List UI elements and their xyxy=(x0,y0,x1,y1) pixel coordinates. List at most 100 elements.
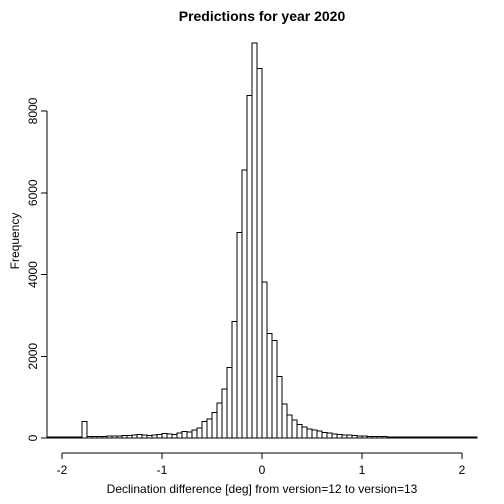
histogram-bar xyxy=(401,436,408,439)
histogram-bar xyxy=(131,434,138,439)
histogram-bar xyxy=(221,388,228,439)
histogram-bar xyxy=(331,433,338,439)
histogram-bar xyxy=(396,436,403,439)
histogram-bar xyxy=(391,436,398,439)
histogram-bar xyxy=(421,436,428,439)
histogram-bar xyxy=(351,435,358,439)
histogram-bars xyxy=(46,42,478,439)
histogram-bar xyxy=(361,435,368,439)
histogram-bar xyxy=(121,435,128,439)
histogram-bar xyxy=(251,42,258,439)
histogram-bar xyxy=(366,435,373,439)
histogram-bar xyxy=(161,433,168,439)
histogram-bar xyxy=(441,436,448,439)
x-tick-label: -2 xyxy=(57,463,68,477)
histogram-bar xyxy=(141,434,148,439)
histogram-bar xyxy=(296,424,303,439)
histogram-bar xyxy=(236,231,243,439)
chart-title: Predictions for year 2020 xyxy=(179,8,346,24)
histogram-bar xyxy=(196,427,203,439)
histogram-bar xyxy=(116,435,123,439)
histogram-bar xyxy=(466,436,473,439)
histogram-bar xyxy=(346,434,353,439)
histogram-bar xyxy=(211,412,218,439)
histogram-bar xyxy=(101,435,108,439)
histogram-bar xyxy=(451,436,458,439)
histogram-bar xyxy=(216,402,223,439)
histogram-bar xyxy=(371,435,378,439)
histogram-bar xyxy=(456,436,463,439)
histogram-bar xyxy=(471,436,478,439)
histogram-bar xyxy=(206,418,213,439)
histogram-bar xyxy=(76,436,83,439)
histogram-bar xyxy=(156,434,163,439)
histogram-bar xyxy=(81,421,88,439)
histogram-bar xyxy=(151,434,158,439)
histogram-bar xyxy=(461,436,468,439)
histogram-bar xyxy=(326,432,333,439)
histogram-bar xyxy=(256,67,263,439)
histogram-bar xyxy=(191,429,198,439)
histogram-bar xyxy=(56,436,63,439)
y-tick-label: 8000 xyxy=(26,97,40,124)
histogram-bar xyxy=(261,281,268,439)
histogram-bar xyxy=(301,426,308,439)
y-axis-label: Frequency xyxy=(8,213,22,270)
histogram-bar xyxy=(286,414,293,439)
histogram-bar xyxy=(51,436,58,439)
histogram-bar xyxy=(186,431,193,439)
histogram-bar xyxy=(226,367,233,439)
histogram-bar xyxy=(446,436,453,439)
histogram-bar xyxy=(176,432,183,439)
histogram-bar xyxy=(336,434,343,439)
histogram-bar xyxy=(411,436,418,439)
histogram-bar xyxy=(321,431,328,439)
histogram-bar xyxy=(86,435,93,439)
histogram-bar xyxy=(166,433,173,439)
histogram-bar xyxy=(416,436,423,439)
histogram-bar xyxy=(201,421,208,439)
y-tick-label: 6000 xyxy=(26,179,40,206)
histogram-bar xyxy=(136,434,143,439)
histogram-bar xyxy=(306,428,313,439)
histogram-bar xyxy=(96,435,103,439)
histogram-bar xyxy=(61,436,68,439)
histogram-bar xyxy=(281,403,288,439)
histogram-bar xyxy=(386,436,393,439)
histogram-bar xyxy=(181,430,188,439)
histogram-bar xyxy=(276,376,283,439)
histogram-bar xyxy=(106,435,113,439)
histogram-bar xyxy=(246,94,253,439)
histogram-bar xyxy=(291,419,298,439)
histogram-bar xyxy=(66,436,73,439)
histogram-bar xyxy=(431,436,438,439)
y-axis: 0 2000 4000 6000 8000 xyxy=(26,97,48,441)
x-tick-label: 2 xyxy=(459,463,466,477)
histogram-bar xyxy=(381,435,388,439)
histogram-bar xyxy=(436,436,443,439)
histogram-bar xyxy=(241,169,248,439)
x-tick-label: 0 xyxy=(259,463,266,477)
histogram-bar xyxy=(316,430,323,439)
histogram-bar xyxy=(146,435,153,439)
x-axis: -2 -1 0 1 2 xyxy=(57,452,466,477)
histogram-bar xyxy=(91,435,98,439)
histogram-bar xyxy=(111,435,118,439)
y-tick-label: 2000 xyxy=(26,343,40,370)
histogram-bar xyxy=(426,436,433,439)
x-axis-label: Declination difference [deg] from versio… xyxy=(107,482,418,496)
y-tick-label: 0 xyxy=(26,434,40,441)
histogram-bar xyxy=(266,332,273,439)
histogram-bar xyxy=(46,436,53,439)
x-tick-label: 1 xyxy=(359,463,366,477)
histogram-bar xyxy=(356,435,363,439)
histogram-bar xyxy=(406,436,413,439)
histogram-bar xyxy=(126,435,133,439)
histogram-bar xyxy=(341,434,348,439)
x-tick-label: -1 xyxy=(157,463,168,477)
histogram-bar xyxy=(271,339,278,439)
histogram-bar xyxy=(311,429,318,439)
histogram-bar xyxy=(231,321,238,439)
histogram-bar xyxy=(71,436,78,439)
